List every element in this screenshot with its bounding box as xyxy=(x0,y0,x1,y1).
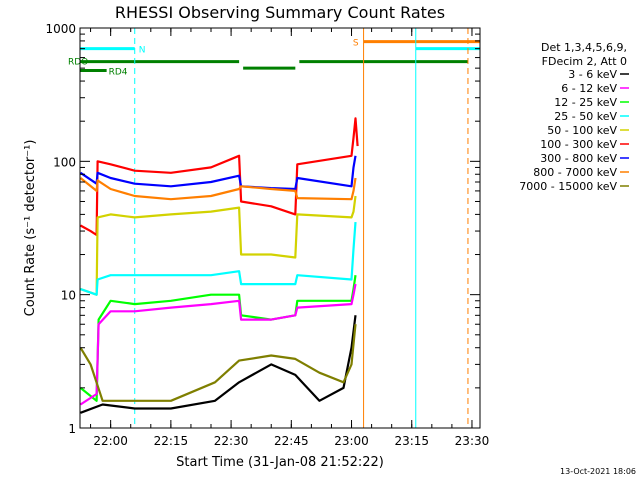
legend-label-7000-15000-kev: 7000 - 15000 keV xyxy=(519,180,617,193)
series-line-50-100-kev xyxy=(80,195,357,296)
flag-label-s: S xyxy=(353,39,359,49)
series-line-7000-15000-kev xyxy=(79,324,357,402)
x-tick-label: 23:15 xyxy=(394,434,429,448)
legend-label-800-7000-kev: 800 - 7000 keV xyxy=(533,166,617,179)
series-line-12-25-kev xyxy=(79,275,357,402)
plot-frame xyxy=(79,27,481,429)
x-tick-label: 23:30 xyxy=(455,434,490,448)
series-line-800-7000-kev xyxy=(79,177,357,201)
series-line-3-6-kev xyxy=(80,315,357,414)
legend: Det 1,3,4,5,6,9,FDecim 2, Att 03 - 6 keV… xyxy=(519,41,629,193)
series-line-6-12-kev xyxy=(79,283,357,406)
rate-series xyxy=(79,117,359,414)
x-tick-label: 22:00 xyxy=(93,434,128,448)
y-tick-label: 100 xyxy=(53,155,76,169)
x-tick-label: 23:00 xyxy=(334,434,369,448)
x-tick-label: 22:15 xyxy=(154,434,189,448)
x-tick-label: 22:30 xyxy=(214,434,249,448)
legend-header: FDecim 2, Att 0 xyxy=(542,55,627,68)
legend-label-6-12-kev: 6 - 12 keV xyxy=(561,82,617,95)
legend-label-12-25-kev: 12 - 25 keV xyxy=(554,96,617,109)
observing-flags: N RDO RD4 S xyxy=(68,39,480,78)
y-axis-ticks: 1 10 100 1000 xyxy=(45,22,480,436)
event-markers xyxy=(79,28,469,428)
x-axis-label: Start Time (31-Jan-08 21:52:22) xyxy=(176,455,384,470)
flag-label-rd4: RD4 xyxy=(109,68,128,78)
y-axis-label: Count Rate (s⁻¹ detector⁻¹) xyxy=(23,140,38,317)
series-line-25-50-kev xyxy=(80,222,357,296)
chart-title: RHESSI Observing Summary Count Rates xyxy=(115,3,445,22)
series-line-300-800-kev xyxy=(79,155,357,191)
y-tick-label: 10 xyxy=(61,289,76,303)
legend-header: Det 1,3,4,5,6,9, xyxy=(541,41,627,54)
y-tick-label: 1 xyxy=(68,422,76,436)
legend-label-100-300-kev: 100 - 300 keV xyxy=(540,138,617,151)
series-line-100-300-kev xyxy=(79,117,359,237)
legend-label-50-100-kev: 50 - 100 keV xyxy=(547,124,617,137)
x-tick-label: 22:45 xyxy=(274,434,309,448)
legend-label-3-6-kev: 3 - 6 keV xyxy=(568,68,617,81)
y-tick-label: 1000 xyxy=(45,22,76,36)
footer-date: 13-Oct-2021 18:06 xyxy=(560,467,636,476)
x-axis-ticks: 22:00 22:15 22:30 22:45 23:00 23:15 23:30 xyxy=(90,28,490,448)
flag-label-n: N xyxy=(139,46,146,56)
legend-label-300-800-kev: 300 - 800 keV xyxy=(540,152,617,165)
legend-label-25-50-kev: 25 - 50 keV xyxy=(554,110,617,123)
flag-label-rdo: RDO xyxy=(68,58,88,68)
